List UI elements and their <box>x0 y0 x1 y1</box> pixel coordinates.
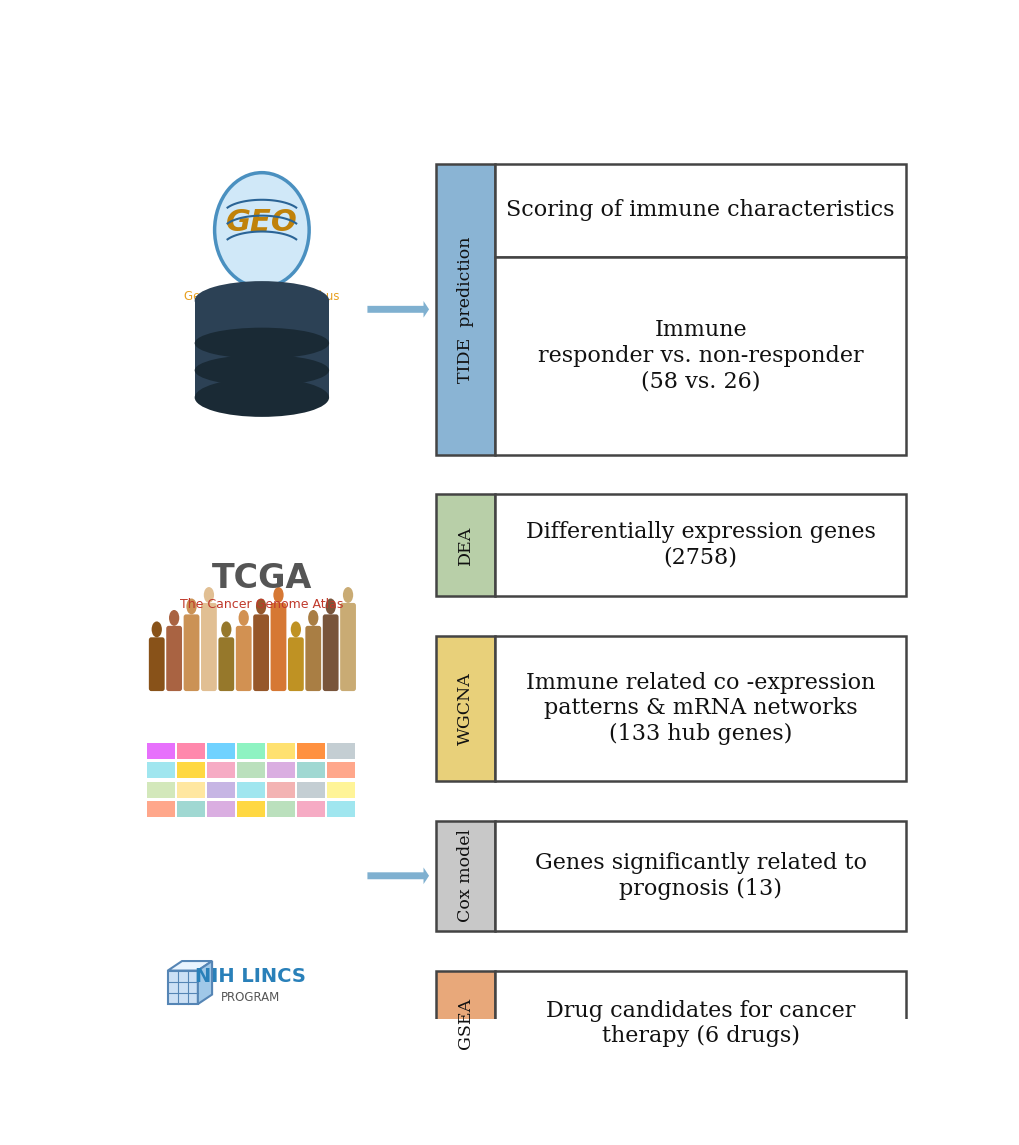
Bar <box>435 821 494 931</box>
Ellipse shape <box>195 282 329 319</box>
Ellipse shape <box>195 378 329 417</box>
Ellipse shape <box>214 173 309 287</box>
Text: Differentially expression genes
(2758): Differentially expression genes (2758) <box>525 521 874 569</box>
Bar <box>237 763 265 779</box>
FancyBboxPatch shape <box>235 626 252 692</box>
Ellipse shape <box>308 610 318 626</box>
Bar <box>177 782 205 798</box>
Ellipse shape <box>273 587 283 603</box>
Text: Gene Expression Omnibus: Gene Expression Omnibus <box>184 290 339 302</box>
Bar <box>494 971 905 1076</box>
Text: Immune
responder vs. non-responder
(58 vs. 26): Immune responder vs. non-responder (58 v… <box>537 319 862 393</box>
Bar <box>494 635 905 781</box>
Text: Scoring of immune characteristics: Scoring of immune characteristics <box>505 199 894 221</box>
FancyBboxPatch shape <box>339 603 356 692</box>
Text: PROGRAM: PROGRAM <box>220 990 279 1003</box>
Bar <box>147 782 175 798</box>
Bar <box>207 763 234 779</box>
Text: GEO: GEO <box>226 208 298 237</box>
Bar <box>237 802 265 818</box>
FancyBboxPatch shape <box>270 603 286 692</box>
Ellipse shape <box>325 599 335 615</box>
Bar <box>177 802 205 818</box>
Bar <box>435 495 494 595</box>
Bar <box>147 802 175 818</box>
Ellipse shape <box>342 587 353 603</box>
Bar <box>237 782 265 798</box>
Ellipse shape <box>238 610 249 626</box>
Text: Immune related co -expression
patterns & mRNA networks
(133 hub genes): Immune related co -expression patterns &… <box>526 672 874 744</box>
Bar <box>435 971 494 1076</box>
Bar <box>494 256 905 455</box>
FancyBboxPatch shape <box>201 603 217 692</box>
Bar <box>298 743 325 759</box>
Bar <box>177 743 205 759</box>
Polygon shape <box>198 961 212 1004</box>
Text: GSEA: GSEA <box>457 998 474 1049</box>
Bar <box>207 782 234 798</box>
Ellipse shape <box>169 610 179 626</box>
Bar <box>267 782 294 798</box>
Text: NIH LINCS: NIH LINCS <box>195 968 305 986</box>
Text: Drug candidates for cancer
therapy (6 drugs): Drug candidates for cancer therapy (6 dr… <box>545 1000 855 1048</box>
Ellipse shape <box>152 622 162 638</box>
FancyBboxPatch shape <box>305 626 321 692</box>
FancyBboxPatch shape <box>149 638 164 692</box>
Ellipse shape <box>256 599 266 615</box>
Bar <box>494 495 905 595</box>
Bar <box>147 743 175 759</box>
Bar <box>298 782 325 798</box>
Bar <box>327 782 355 798</box>
FancyBboxPatch shape <box>287 638 304 692</box>
Bar <box>435 635 494 781</box>
Bar <box>267 743 294 759</box>
Ellipse shape <box>290 622 301 638</box>
Text: The Cancer Genome Atlas: The Cancer Genome Atlas <box>180 598 343 611</box>
Bar <box>298 802 325 818</box>
Bar <box>207 802 234 818</box>
Bar <box>327 763 355 779</box>
FancyBboxPatch shape <box>218 638 234 692</box>
Bar <box>267 763 294 779</box>
Text: DEA: DEA <box>457 526 474 564</box>
Bar <box>177 763 205 779</box>
Ellipse shape <box>195 327 329 358</box>
Bar <box>298 763 325 779</box>
Bar <box>494 164 905 256</box>
Bar <box>195 300 329 397</box>
Ellipse shape <box>186 599 197 615</box>
FancyBboxPatch shape <box>322 615 338 692</box>
Bar <box>237 743 265 759</box>
FancyBboxPatch shape <box>183 615 200 692</box>
Text: Genes significantly related to
prognosis (13): Genes significantly related to prognosis… <box>534 852 866 900</box>
Bar <box>147 763 175 779</box>
Text: TCGA: TCGA <box>212 562 312 594</box>
Ellipse shape <box>221 622 231 638</box>
Text: Cox model: Cox model <box>457 829 474 922</box>
Bar <box>435 164 494 455</box>
FancyBboxPatch shape <box>253 615 269 692</box>
FancyBboxPatch shape <box>166 626 181 692</box>
Text: TIDE  prediction: TIDE prediction <box>457 236 474 382</box>
Ellipse shape <box>204 587 214 603</box>
Bar <box>207 743 234 759</box>
Ellipse shape <box>195 355 329 386</box>
Polygon shape <box>168 961 212 971</box>
Bar <box>327 743 355 759</box>
Bar <box>267 802 294 818</box>
Bar <box>327 802 355 818</box>
Bar <box>494 821 905 931</box>
Bar <box>168 971 198 1004</box>
Text: WGCNA: WGCNA <box>457 672 474 744</box>
